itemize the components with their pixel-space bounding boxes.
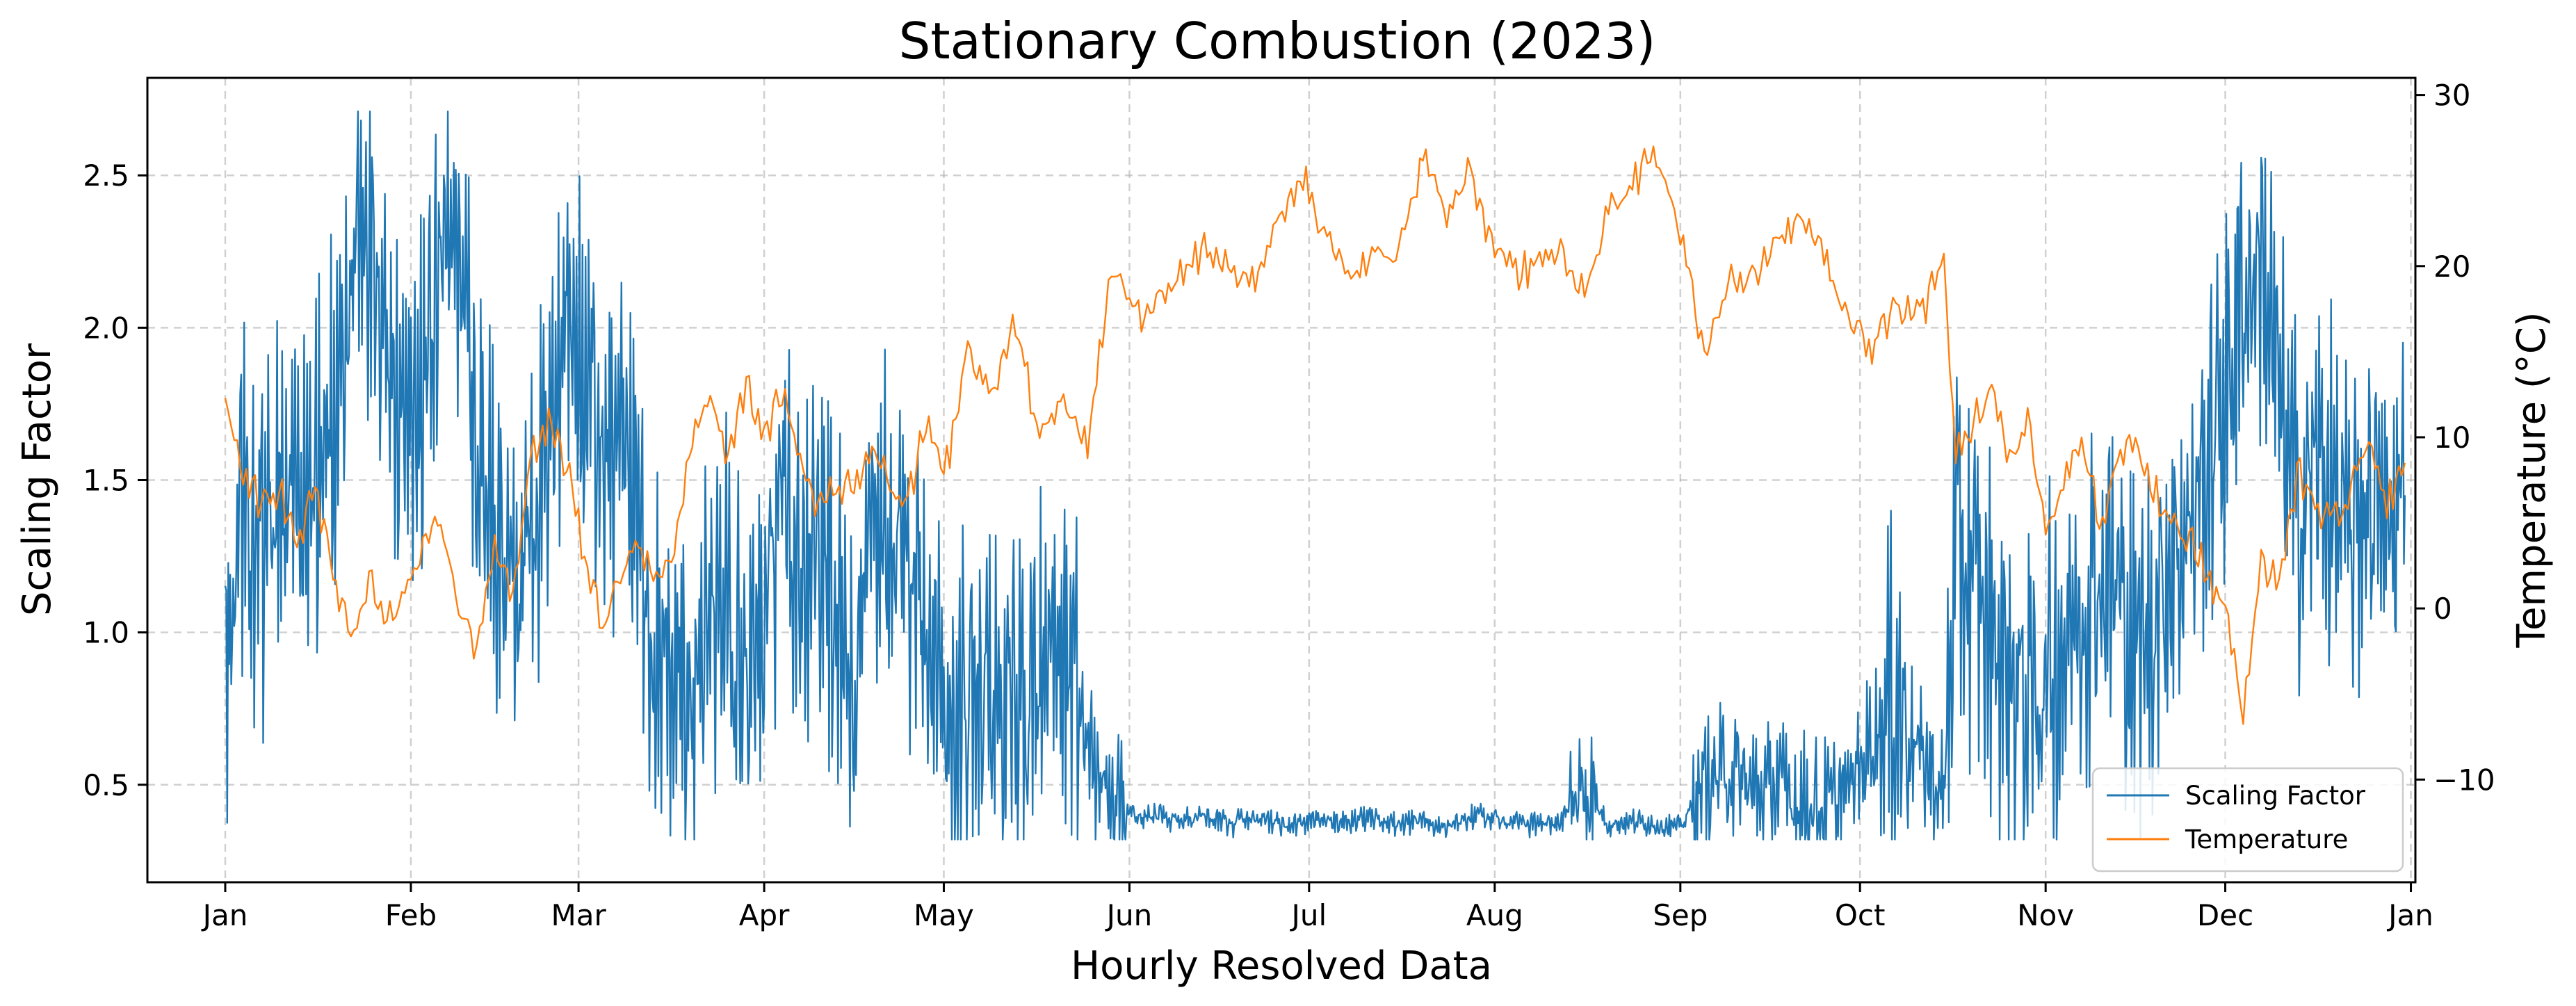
x-tick-label: Nov (2017, 898, 2074, 932)
y-axis-left-label: Scaling Factor (15, 343, 60, 616)
legend-box (2091, 767, 2404, 873)
y-axis-right: −10 0 10 20 30 (2415, 79, 2495, 797)
temperature-line (224, 145, 2406, 725)
y-right-tick-label: 30 (2433, 79, 2470, 113)
x-tick-label: Dec (2197, 898, 2253, 932)
legend-label-scaling-factor: Scaling Factor (2185, 781, 2366, 811)
chart-title: Stationary Combustion (2023) (899, 12, 1656, 70)
y-axis-right-label: Temperature (°C) (2509, 311, 2554, 648)
x-tick-label: Sep (1653, 898, 1708, 932)
x-tick-label: Jan (2386, 898, 2433, 932)
x-tick-label: Jun (1105, 898, 1153, 932)
y-left-tick-label: 2.0 (83, 311, 129, 345)
y-left-tick-label: 0.5 (83, 768, 129, 802)
y-right-tick-label: −10 (2433, 763, 2495, 797)
y-left-tick-label: 1.5 (83, 464, 129, 498)
x-tick-label: Aug (1466, 898, 1523, 932)
y-right-tick-label: 20 (2433, 250, 2470, 284)
scaling-factor-line (224, 111, 2406, 841)
y-left-tick-label: 2.5 (83, 159, 129, 193)
x-axis: Jan Feb Mar Apr May Jun Jul Aug Sep Oct Nov Dec Jan (201, 882, 2433, 932)
x-axis-label: Hourly Resolved Data (1071, 943, 1492, 989)
y-right-tick-label: 0 (2433, 592, 2452, 626)
x-tick-label: Apr (739, 898, 790, 932)
x-tick-label: Feb (385, 898, 437, 932)
legend: Scaling Factor Temperature (2091, 767, 2404, 873)
y-axis-left: 0.5 1.0 1.5 2.0 2.5 (83, 159, 147, 802)
y-right-tick-label: 10 (2433, 421, 2470, 455)
x-tick-label: May (914, 898, 974, 932)
x-tick-label: Oct (1835, 898, 1886, 932)
y-left-tick-label: 1.0 (83, 616, 129, 650)
series-layer (224, 111, 2406, 841)
legend-label-temperature: Temperature (2185, 825, 2348, 854)
x-tick-label: Jan (201, 898, 248, 932)
x-tick-label: Jul (1289, 898, 1327, 932)
x-tick-label: Mar (551, 898, 606, 932)
grid (147, 78, 2415, 882)
